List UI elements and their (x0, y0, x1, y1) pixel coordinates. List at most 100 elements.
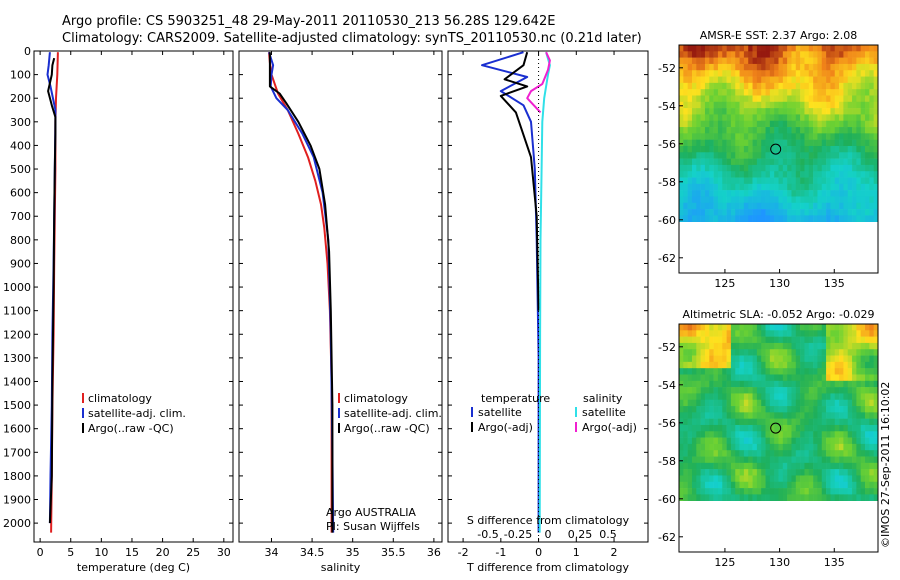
x-tick-label: 34.5 (300, 546, 325, 559)
y-tick-label: -60 (658, 493, 676, 506)
y-tick-label: 1500 (3, 399, 31, 412)
y-tick-label: 0 (24, 45, 31, 58)
legend-label: satellite-adj. clim. (344, 407, 442, 420)
x-tick-label: 35.5 (381, 546, 406, 559)
x-tick-label: 130 (769, 277, 790, 290)
y-tick-label: -54 (658, 379, 676, 392)
y-tick-label: 500 (10, 163, 31, 176)
x-axis-label: temperature (deg C) (77, 561, 190, 574)
x-axis-label: salinity (321, 561, 361, 574)
y-tick-label: -58 (658, 455, 676, 468)
y-tick-label: 1200 (3, 328, 31, 341)
y-tick-label: -54 (658, 100, 676, 113)
argo-location-marker (770, 143, 782, 155)
y-tick-label: 2000 (3, 517, 31, 530)
y-tick-label: -62 (658, 252, 676, 265)
temperature-profile-panel: 0 5 10 15 20 25 300100200300400500600700800900… (3, 45, 234, 574)
argo-location-marker (770, 422, 782, 434)
x-tick-label: 125 (714, 277, 735, 290)
legend-label: Argo(-adj) (582, 421, 637, 434)
series-line-2 (47, 57, 57, 524)
y-tick-label: -56 (658, 138, 676, 151)
y-tick-label: 1600 (3, 423, 31, 436)
y-tick-label: 1100 (3, 305, 31, 318)
x-tick-label: 5 (67, 546, 74, 559)
x-tick-label: 34 (264, 546, 278, 559)
x-tick-label: 25 (186, 546, 200, 559)
legend-label: satellite (478, 406, 522, 419)
y-tick-label: -62 (658, 531, 676, 544)
legend-label: climatology (88, 392, 152, 405)
x-tick-label: 1 (573, 546, 580, 559)
secondary-x-tick-label: 0.5 (599, 528, 617, 541)
legend-label: satellite (582, 406, 626, 419)
x-tick-label: 15 (125, 546, 139, 559)
series-line-1 (499, 51, 540, 311)
map-frame (678, 44, 879, 274)
x-tick-label: 30 (217, 546, 231, 559)
argo-institution-label: Argo AUSTRALIA (326, 506, 416, 519)
series-line-3 (526, 51, 551, 114)
x-tick-label: 125 (714, 556, 735, 569)
secondary-x-tick-label: 0.25 (568, 528, 593, 541)
x-tick-label: -2 (458, 546, 469, 559)
x-tick-label: -1 (495, 546, 506, 559)
x-tick-label: 20 (156, 546, 170, 559)
difference-profile-panel: -2 -1 0 1 2 T difference from climatology temp… (447, 50, 649, 574)
x-axis-label: T difference from climatology (466, 561, 629, 574)
legend-label: Argo(..raw -QC) (344, 422, 430, 435)
legend-heading-temperature: temperature (481, 392, 550, 405)
x-tick-label: 0 (535, 546, 542, 559)
y-tick-label: -56 (658, 417, 676, 430)
y-tick-label: -52 (658, 341, 676, 354)
y-tick-label: 1900 (3, 494, 31, 507)
secondary-x-axis-label: S difference from climatology (467, 514, 630, 527)
plot-frame (238, 50, 443, 543)
y-tick-label: -58 (658, 176, 676, 189)
y-tick-label: 900 (10, 257, 31, 270)
x-tick-label: 130 (769, 556, 790, 569)
legend-label: satellite-adj. clim. (88, 407, 186, 420)
plot-frame (447, 50, 649, 543)
figure-title-line-1: Argo profile: CS 5903251_48 29-May-2011 … (62, 14, 555, 29)
heatmap-cells (679, 45, 879, 222)
copyright-stamp: ©IMOS 27-Sep-2011 16:10:02 (879, 382, 892, 548)
legend-label: Argo(-adj) (478, 421, 533, 434)
x-tick-label: 10 (94, 546, 108, 559)
y-tick-label: 800 (10, 234, 31, 247)
legend-label: climatology (344, 392, 408, 405)
x-tick-label: 36 (427, 546, 441, 559)
y-tick-label: 1300 (3, 352, 31, 365)
secondary-x-tick-label: 0 (545, 528, 552, 541)
y-tick-label: -52 (658, 62, 676, 75)
y-tick-label: 1800 (3, 470, 31, 483)
y-tick-label: 300 (10, 116, 31, 129)
y-tick-label: 100 (10, 69, 31, 82)
secondary-x-tick-label: -0.5 (477, 528, 498, 541)
x-tick-label: 2 (611, 546, 618, 559)
map-title: AMSR-E SST: 2.37 Argo: 2.08 (700, 29, 858, 42)
y-tick-label: 700 (10, 210, 31, 223)
argo-pi-label: PI: Susan Wijffels (326, 520, 420, 533)
legend-heading-salinity: salinity (583, 392, 623, 405)
y-tick-label: 600 (10, 187, 31, 200)
y-tick-label: 400 (10, 139, 31, 152)
sst-map-panel: 125 130 135 -52 -54 -56 -58 -60 -62 AMSR-E SST: 2… (658, 29, 879, 290)
salinity-profile-panel: 34 34.5 35 35.5 36 salinity climatology satelli… (238, 50, 443, 574)
secondary-x-tick-label: -0.25 (504, 528, 532, 541)
sla-map-panel: 125 130 135 -52 -54 -56 -58 -60 -62 Altimetric SL… (658, 308, 879, 569)
y-tick-label: 1400 (3, 375, 31, 388)
y-tick-label: 1700 (3, 446, 31, 459)
y-tick-label: 1000 (3, 281, 31, 294)
map-frame (678, 323, 879, 553)
figure-title-line-2: Climatology: CARS2009. Satellite-adjuste… (62, 31, 642, 46)
plot-frame (33, 50, 234, 543)
y-tick-label: -60 (658, 214, 676, 227)
map-title: Altimetric SLA: -0.052 Argo: -0.029 (683, 308, 875, 321)
x-tick-label: 135 (824, 277, 845, 290)
x-tick-label: 135 (824, 556, 845, 569)
y-tick-label: 200 (10, 92, 31, 105)
heatmap-cells (679, 324, 879, 501)
series-line-2 (268, 52, 334, 533)
